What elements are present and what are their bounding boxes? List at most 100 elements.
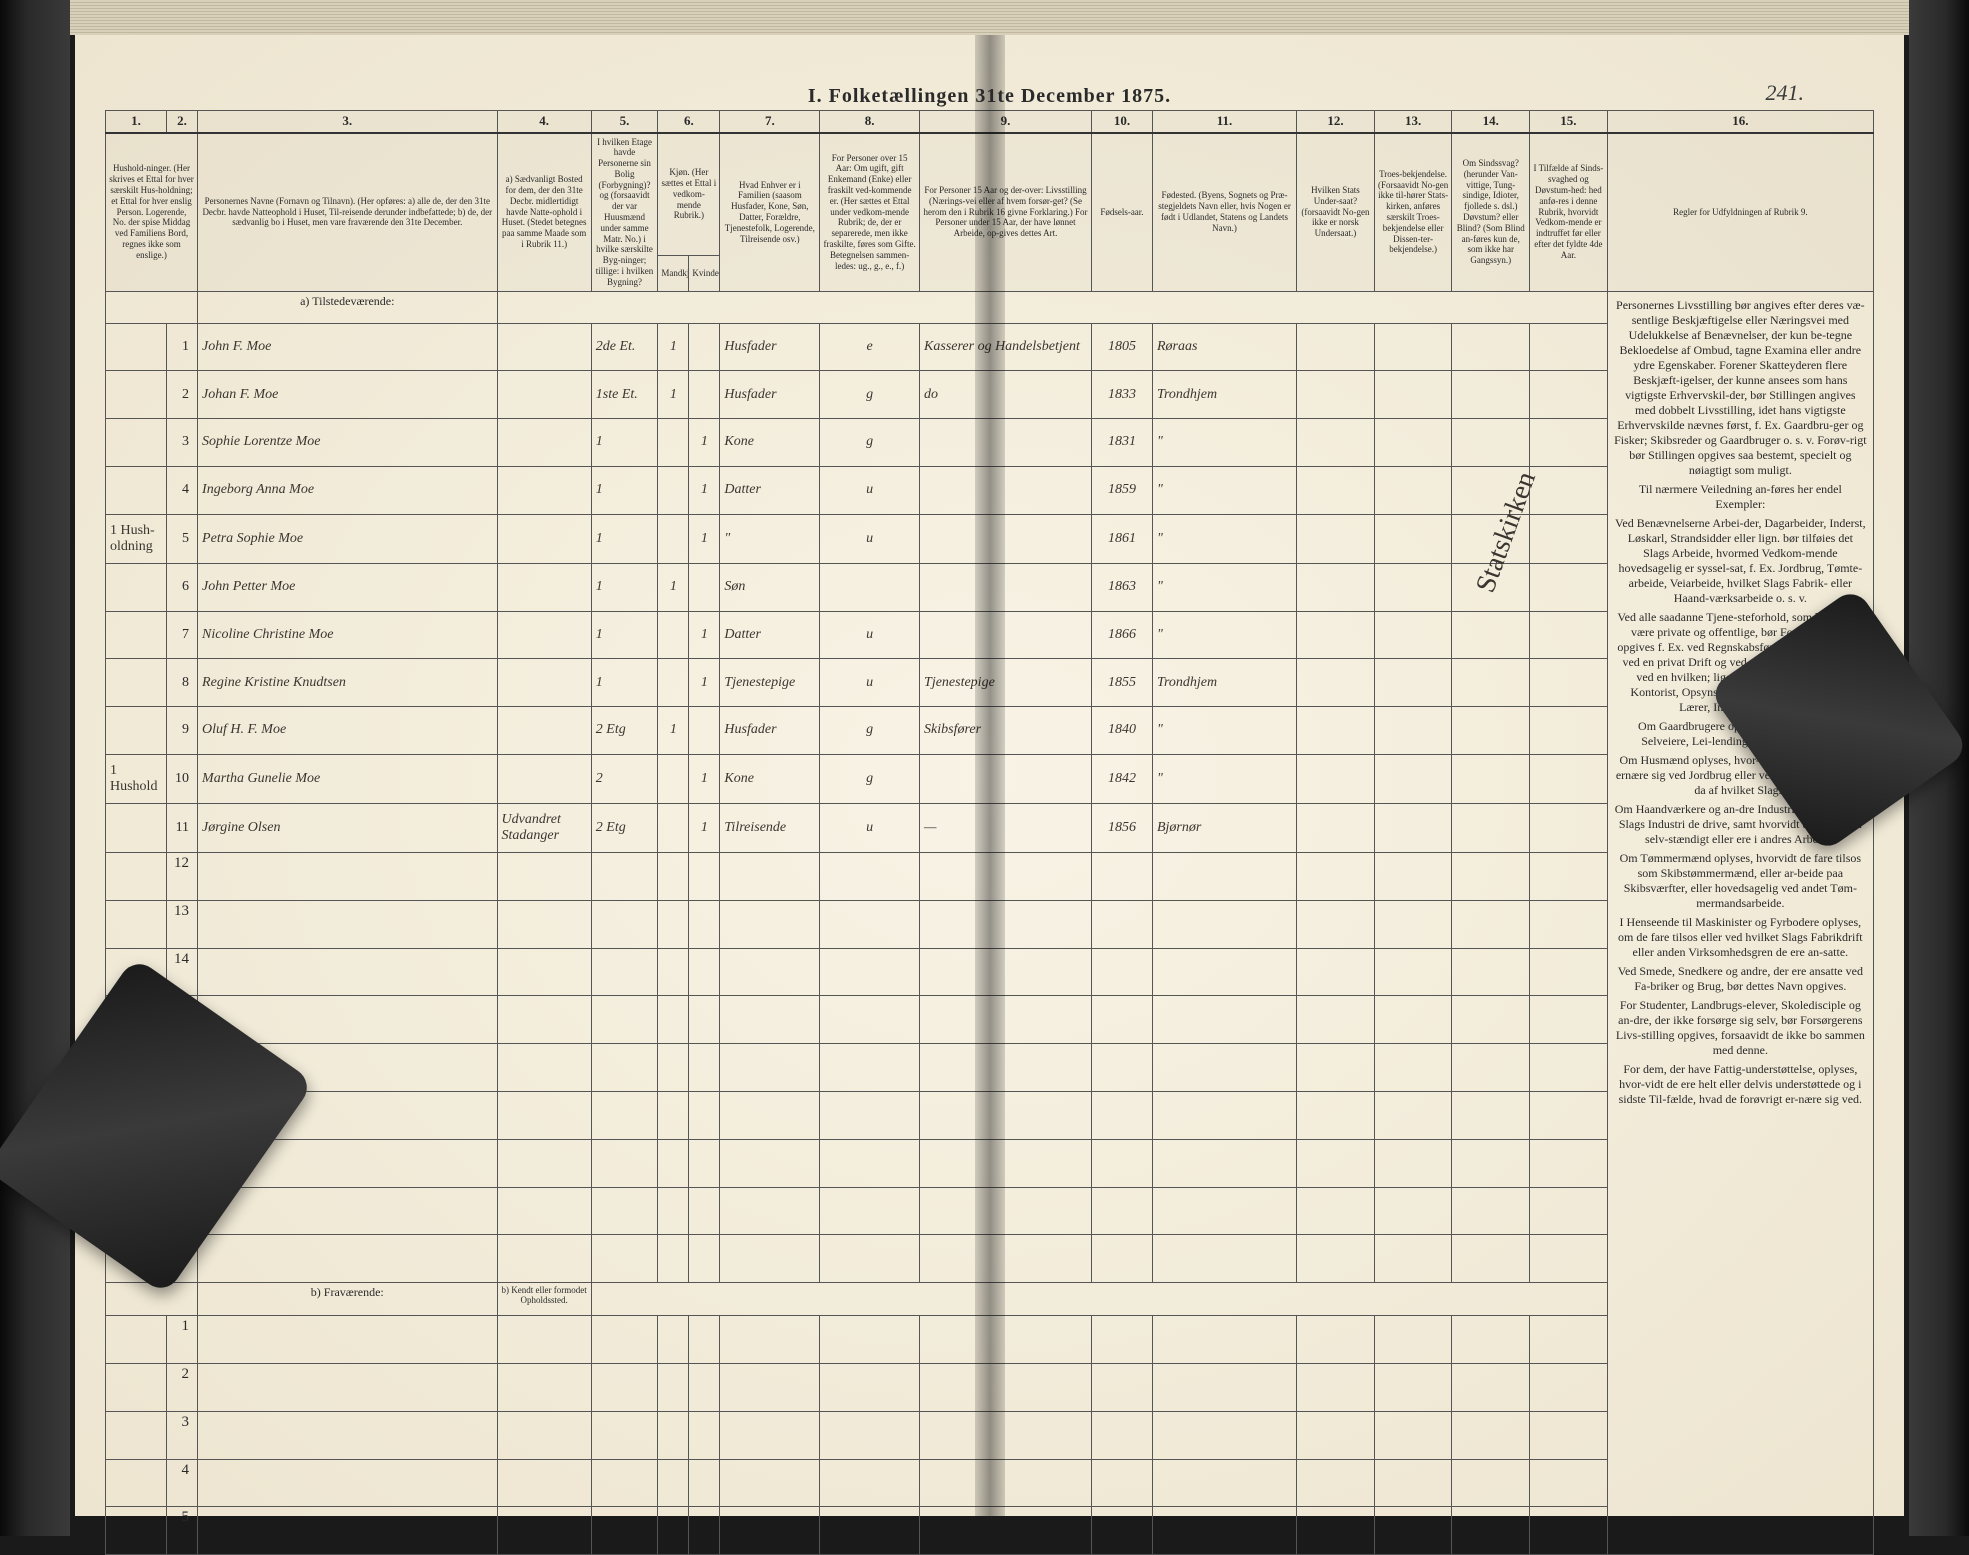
header-c15: I Tilfælde af Sinds-svaghed og Døvstum-h…: [1530, 133, 1608, 292]
cell-c11: ": [1152, 466, 1296, 514]
ledger-page: 241. I. Folketællingen 31te December 187…: [75, 35, 1904, 1516]
cell-c8: u: [820, 514, 920, 563]
header-c6b: Kvindekjøn.: [689, 256, 720, 292]
cell-c12: [1297, 611, 1375, 659]
cell-c9: [920, 754, 1092, 803]
cell-c12: [1297, 659, 1375, 707]
cell-c14: [1452, 466, 1530, 514]
cell-c4: [497, 754, 591, 803]
cell-c13: [1374, 371, 1452, 419]
col-num-6: 6.: [658, 111, 720, 133]
household-note: [106, 611, 167, 659]
cell-c5: 1: [591, 466, 658, 514]
cell-c9: [920, 466, 1092, 514]
col-num-10: 10.: [1091, 111, 1152, 133]
book-edge-left: [0, 0, 70, 1536]
cell-c14: [1452, 611, 1530, 659]
row-number: 1: [167, 1316, 198, 1364]
col-num-12: 12.: [1297, 111, 1375, 133]
cell-c6a: 1: [658, 563, 689, 611]
cell-c13: [1374, 466, 1452, 514]
row-number: 1: [167, 323, 198, 371]
cell-c5: 2 Etg: [591, 707, 658, 755]
row-number: 4: [167, 1459, 198, 1507]
row-number: 2: [167, 371, 198, 419]
cell-c5: 1: [591, 514, 658, 563]
person-name: Petra Sophie Moe: [198, 514, 497, 563]
cell-c10: 1831: [1091, 419, 1152, 467]
household-note: [106, 419, 167, 467]
header-c16: Regler for Udfyldningen af Rubrik 9.: [1607, 133, 1873, 292]
cell-c7: Søn: [720, 563, 820, 611]
cell-c8: g: [820, 707, 920, 755]
household-note: 1 Hush-oldning: [106, 514, 167, 563]
row-number: 2: [167, 1364, 198, 1412]
row-number: 3: [167, 1411, 198, 1459]
cell-c6b: 1: [689, 419, 720, 467]
cell-c7: Husfader: [720, 323, 820, 371]
cell-c5: 1: [591, 611, 658, 659]
cell-c7: Husfader: [720, 707, 820, 755]
person-name: Ingeborg Anna Moe: [198, 466, 497, 514]
cell-c8: u: [820, 803, 920, 852]
header-c13: Troes-bekjendelse. (Forsaavidt No-gen ik…: [1374, 133, 1452, 292]
col-num-2: 2.: [167, 111, 198, 133]
col-num-1: 1.: [106, 111, 167, 133]
cell-c15: [1530, 707, 1608, 755]
person-name: Jørgine Olsen: [198, 803, 497, 852]
cell-c9: [920, 514, 1092, 563]
cell-c13: [1374, 754, 1452, 803]
household-note: [106, 707, 167, 755]
cell-c6b: [689, 371, 720, 419]
cell-c15: [1530, 323, 1608, 371]
cell-c10: 1842: [1091, 754, 1152, 803]
cell-c4: [497, 514, 591, 563]
cell-c10: 1855: [1091, 659, 1152, 707]
cell-c15: [1530, 659, 1608, 707]
cell-c6a: [658, 611, 689, 659]
cell-c4: [497, 563, 591, 611]
header-c3: Personernes Navne (Fornavn og Tilnavn). …: [198, 133, 497, 292]
cell-c8: u: [820, 659, 920, 707]
cell-c11: ": [1152, 611, 1296, 659]
header-c8: For Personer over 15 Aar: Om ugift, gift…: [820, 133, 920, 292]
cell-c14: [1452, 754, 1530, 803]
person-name: Sophie Lorentze Moe: [198, 419, 497, 467]
header-c9: For Personer 15 Aar og der-over: Livssti…: [920, 133, 1092, 292]
header-c1: Hushold-ninger. (Her skrives et Ettal fo…: [106, 133, 198, 292]
cell-c9: Skibsfører: [920, 707, 1092, 755]
cell-c13: [1374, 419, 1452, 467]
header-c11: Fødested. (Byens, Sognets og Præ-stegjel…: [1152, 133, 1296, 292]
cell-c6b: 1: [689, 611, 720, 659]
cell-c10: 1863: [1091, 563, 1152, 611]
cell-c5: 2: [591, 754, 658, 803]
section-a-label: a) Tilstedeværende:: [198, 291, 497, 323]
cell-c6b: 1: [689, 466, 720, 514]
cell-c11: Bjørnør: [1152, 803, 1296, 852]
cell-c5: 1ste Et.: [591, 371, 658, 419]
col-num-15: 15.: [1530, 111, 1608, 133]
cell-c11: Røraas: [1152, 323, 1296, 371]
col-num-9: 9.: [920, 111, 1092, 133]
col-num-11: 11.: [1152, 111, 1296, 133]
cell-c14: [1452, 803, 1530, 852]
header-c4: a) Sædvanligt Bosted for dem, der den 31…: [497, 133, 591, 292]
cell-c11: ": [1152, 754, 1296, 803]
cell-c4: [497, 323, 591, 371]
cell-c11: ": [1152, 563, 1296, 611]
col-num-13: 13.: [1374, 111, 1452, 133]
cell-c15: [1530, 514, 1608, 563]
cell-c6b: 1: [689, 514, 720, 563]
cell-c6a: [658, 514, 689, 563]
cell-c12: [1297, 323, 1375, 371]
cell-c9: [920, 419, 1092, 467]
cell-c8: g: [820, 371, 920, 419]
cell-c11: ": [1152, 419, 1296, 467]
cell-c12: [1297, 514, 1375, 563]
household-note: [106, 466, 167, 514]
page-title: I. Folketællingen 31te December 1875.: [808, 85, 1171, 108]
cell-c9: do: [920, 371, 1092, 419]
cell-c11: Trondhjem: [1152, 371, 1296, 419]
page-number: 241.: [1766, 80, 1805, 106]
cell-c4: [497, 466, 591, 514]
